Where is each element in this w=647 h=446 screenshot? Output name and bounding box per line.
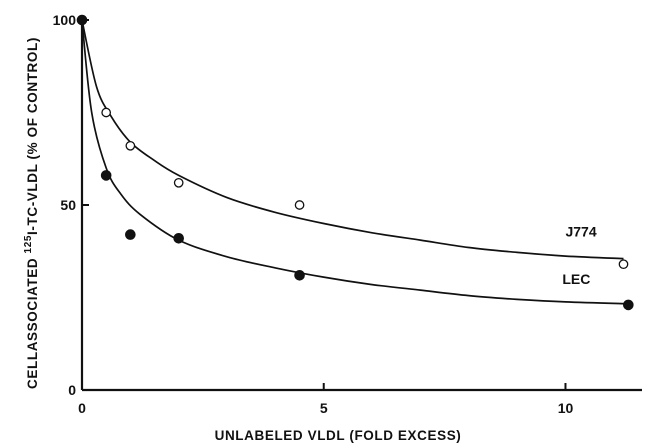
x-tick-label: 0 — [78, 400, 86, 416]
data-point-lec — [100, 170, 112, 181]
y-axis-title-superscript: 125 — [23, 235, 34, 254]
y-tick-label: 0 — [68, 382, 76, 398]
data-point-lec — [125, 229, 136, 240]
fit-curve-lec — [81, 19, 629, 305]
data-point-lec — [173, 233, 184, 244]
x-tick-label: 5 — [320, 400, 328, 416]
data-point-j774 — [294, 200, 305, 210]
fit-curve-j774 — [81, 19, 624, 260]
data-point-lec — [294, 270, 305, 281]
data-point-j774 — [173, 177, 184, 188]
y-tick-label: 100 — [53, 12, 77, 28]
y-axis-title-suffix: I-TC-VLDL (% OF CONTROL) — [25, 37, 40, 235]
y-tick-label: 50 — [60, 197, 76, 213]
data-point-lec — [623, 299, 634, 311]
data-point-j774 — [101, 107, 112, 118]
y-axis-title-prefix: CELLASSOCIATED — [25, 253, 40, 389]
series-label-j774: J774 — [565, 224, 596, 240]
x-axis-title: UNLABELED VLDL (FOLD EXCESS) — [215, 428, 462, 443]
data-point-j774 — [125, 140, 136, 151]
data-point-lec — [76, 14, 88, 26]
x-tick-label: 10 — [558, 400, 574, 416]
y-axis-title: CELLASSOCIATED 125I-TC-VLDL (% OF CONTRO… — [23, 37, 40, 389]
series-label-lec: LEC — [562, 271, 590, 287]
data-point-j774 — [618, 259, 629, 270]
